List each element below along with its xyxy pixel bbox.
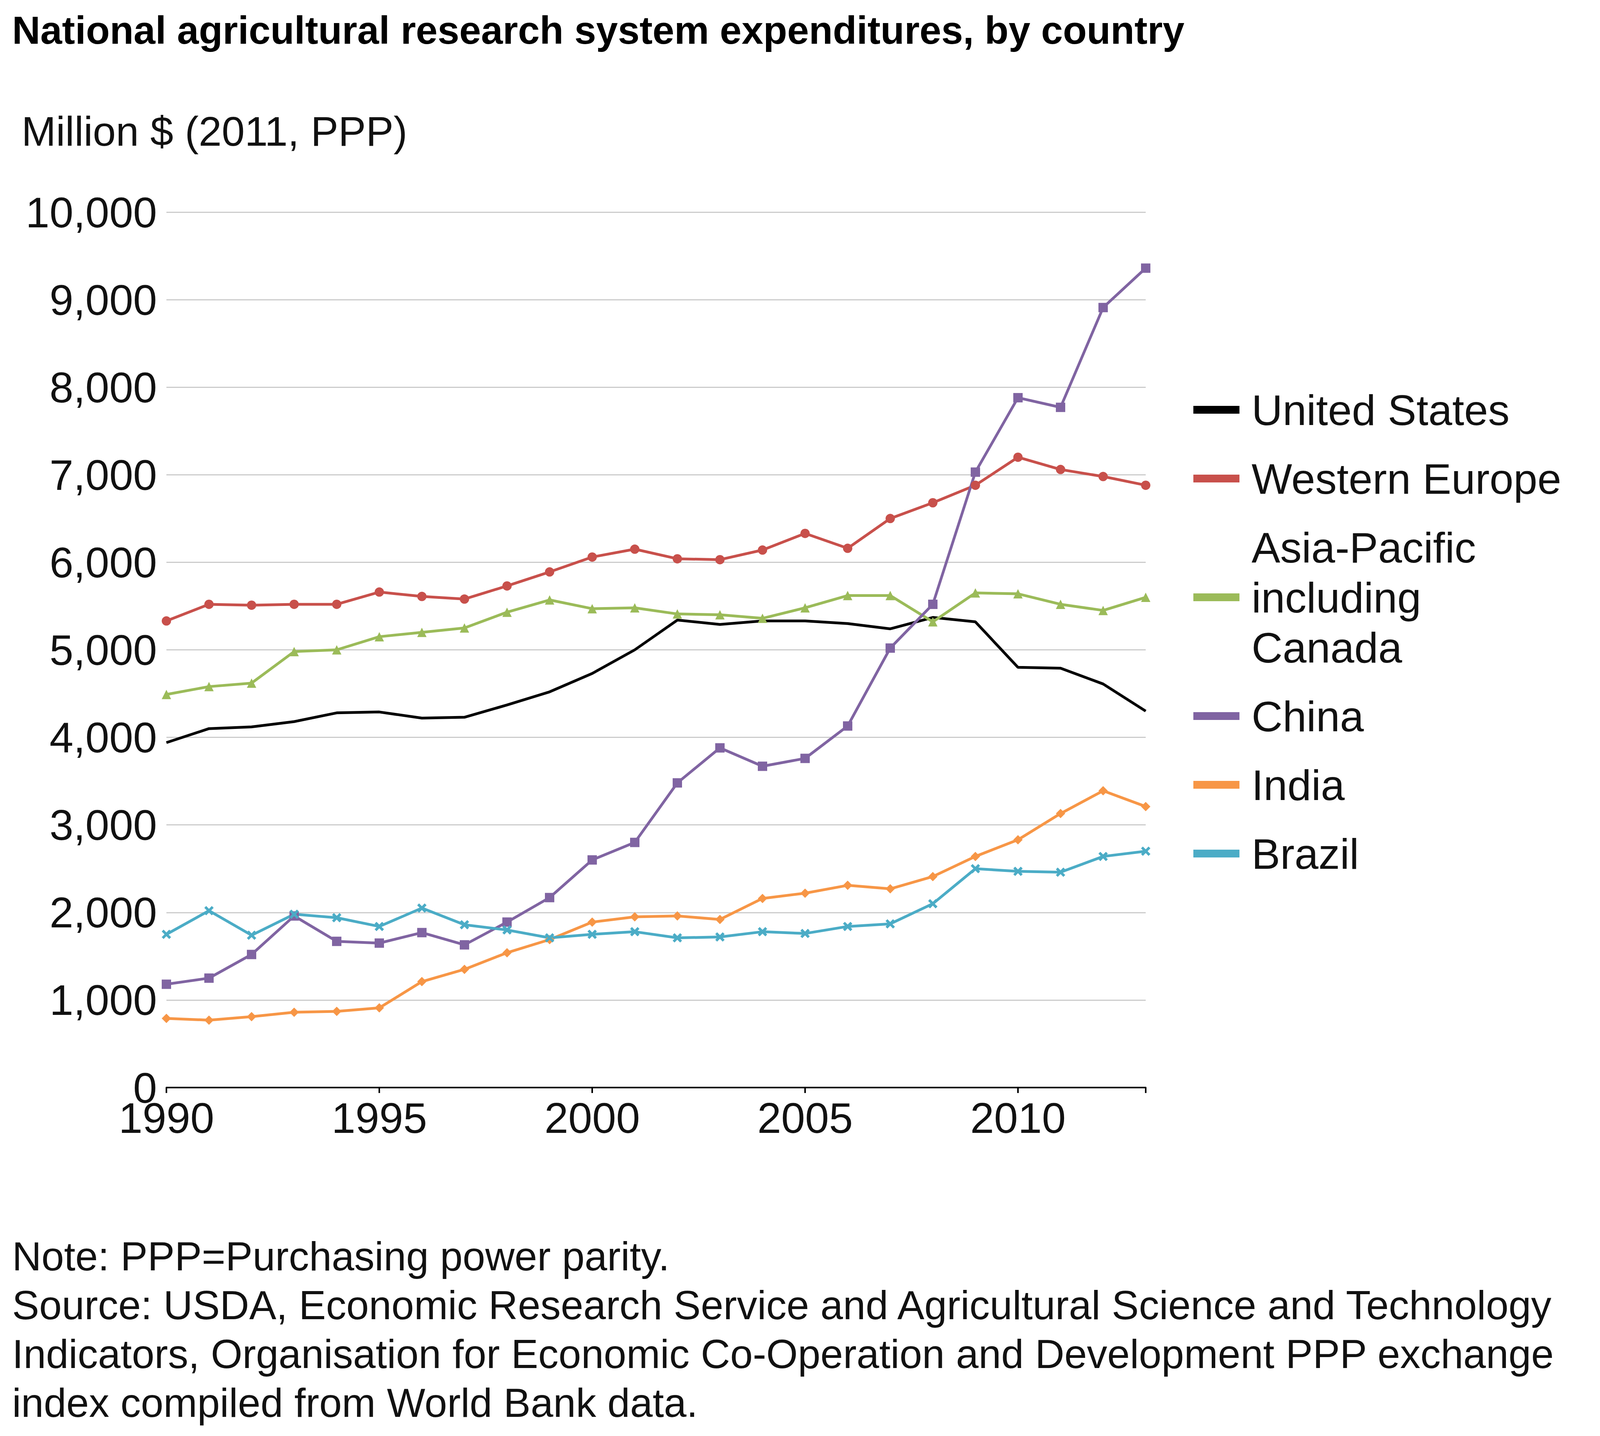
svg-text:Note: PPP=Purchasing power par: Note: PPP=Purchasing power parity.: [12, 1233, 670, 1279]
svg-text:Indicators, Organisation for E: Indicators, Organisation for Economic Co…: [12, 1331, 1565, 1377]
svg-text:9,000: 9,000: [49, 275, 158, 324]
svg-text:Brazil: Brazil: [1251, 829, 1359, 878]
svg-text:including: including: [1251, 573, 1434, 622]
svg-text:Source: USDA, Economic Researc: Source: USDA, Economic Research Service …: [12, 1282, 1563, 1328]
svg-text:6,000: 6,000: [49, 538, 158, 587]
svg-text:index compiled from World Bank: index compiled from World Bank data.: [12, 1380, 698, 1426]
svg-text:Asia-Pacific: Asia-Pacific: [1251, 523, 1488, 572]
svg-text:2010: 2010: [970, 1093, 1067, 1142]
svg-text:5,000: 5,000: [49, 625, 158, 674]
svg-text:10,000: 10,000: [25, 188, 158, 237]
svg-text:India: India: [1251, 760, 1345, 809]
svg-text:United States: United States: [1251, 385, 1510, 434]
svg-text:2,000: 2,000: [49, 888, 158, 937]
svg-text:0: 0: [133, 1063, 158, 1112]
svg-text:Million $ (2011, PPP): Million $ (2011, PPP): [21, 108, 408, 155]
svg-text:China: China: [1251, 692, 1365, 741]
svg-text:1,000: 1,000: [49, 975, 158, 1024]
svg-text:National agricultural research: National agricultural research system ex…: [12, 8, 1185, 52]
svg-text:2000: 2000: [544, 1093, 641, 1142]
svg-text:4,000: 4,000: [49, 713, 158, 762]
svg-text:Canada: Canada: [1251, 623, 1403, 672]
svg-text:Western Europe: Western Europe: [1251, 454, 1562, 503]
svg-text:1995: 1995: [331, 1093, 428, 1142]
svg-text:1990: 1990: [118, 1093, 215, 1142]
svg-text:2005: 2005: [757, 1093, 854, 1142]
svg-text:8,000: 8,000: [49, 363, 158, 412]
svg-text:3,000: 3,000: [49, 800, 158, 849]
svg-text:7,000: 7,000: [49, 450, 158, 499]
